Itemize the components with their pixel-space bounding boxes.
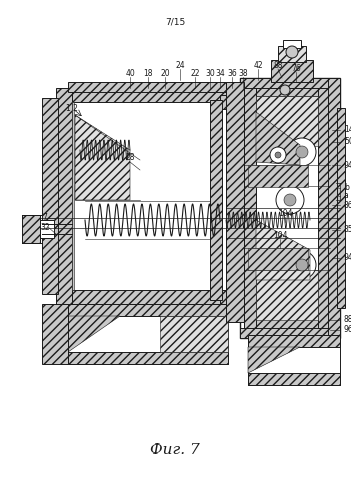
Text: 40: 40: [125, 68, 135, 77]
Bar: [68, 82, 226, 92]
Bar: [337, 108, 345, 308]
Circle shape: [296, 146, 308, 158]
Bar: [240, 78, 340, 338]
Bar: [42, 304, 68, 364]
Text: 32: 32: [40, 223, 50, 232]
Bar: [328, 78, 340, 338]
Text: 14: 14: [344, 126, 351, 135]
Circle shape: [296, 259, 308, 271]
Bar: [278, 46, 306, 62]
Text: 7/15: 7/15: [165, 17, 185, 26]
Bar: [244, 82, 332, 332]
Text: a: a: [344, 192, 349, 201]
Bar: [244, 82, 332, 96]
Circle shape: [280, 85, 290, 95]
Polygon shape: [75, 115, 130, 200]
Bar: [220, 95, 228, 109]
Text: 28: 28: [125, 154, 135, 163]
Bar: [68, 304, 228, 364]
Text: 42: 42: [253, 60, 263, 69]
Text: 34: 34: [215, 68, 225, 77]
Text: 86: 86: [344, 201, 351, 210]
Text: Фиг. 7: Фиг. 7: [150, 443, 200, 457]
Text: 50: 50: [344, 138, 351, 147]
Bar: [40, 220, 54, 238]
Text: 104: 104: [278, 209, 292, 218]
Bar: [248, 335, 340, 347]
Text: 96: 96: [344, 325, 351, 334]
Bar: [256, 270, 318, 320]
Polygon shape: [256, 112, 300, 165]
Bar: [248, 165, 308, 187]
Text: 22: 22: [190, 68, 200, 77]
Bar: [68, 290, 228, 304]
Bar: [210, 100, 222, 300]
Bar: [248, 335, 340, 385]
Bar: [244, 82, 256, 332]
Polygon shape: [160, 316, 228, 352]
Circle shape: [284, 194, 296, 206]
Bar: [256, 96, 318, 146]
Bar: [244, 318, 332, 332]
Text: 88: 88: [273, 60, 283, 69]
Bar: [318, 82, 332, 332]
Bar: [283, 40, 301, 48]
Polygon shape: [68, 316, 120, 352]
Text: 30: 30: [205, 68, 215, 77]
Circle shape: [288, 138, 316, 166]
Bar: [248, 373, 340, 385]
Bar: [68, 352, 228, 364]
Bar: [68, 88, 228, 102]
Text: 85: 85: [344, 226, 351, 235]
Circle shape: [270, 147, 286, 163]
Text: 76: 76: [291, 63, 301, 72]
Polygon shape: [256, 220, 310, 280]
Bar: [68, 304, 228, 316]
Text: 36: 36: [227, 68, 237, 77]
Circle shape: [275, 152, 281, 158]
Text: 1 2: 1 2: [66, 103, 78, 112]
Text: 94: 94: [344, 161, 351, 170]
Bar: [248, 248, 308, 270]
Text: 104: 104: [273, 231, 287, 240]
Circle shape: [276, 186, 304, 214]
Bar: [271, 60, 313, 82]
Text: 24: 24: [175, 60, 185, 69]
Bar: [72, 102, 74, 290]
Bar: [240, 328, 340, 338]
Bar: [56, 88, 72, 304]
Bar: [220, 290, 228, 304]
Text: 18: 18: [143, 68, 153, 77]
Text: 38: 38: [238, 68, 248, 77]
Circle shape: [288, 251, 316, 279]
Bar: [22, 215, 40, 243]
Polygon shape: [248, 347, 300, 373]
Text: 88: 88: [344, 315, 351, 324]
Text: 7: 7: [42, 214, 47, 223]
Text: 94: 94: [344, 253, 351, 262]
Bar: [226, 82, 244, 322]
Circle shape: [286, 46, 298, 58]
Text: 20: 20: [160, 68, 170, 77]
Bar: [240, 78, 340, 88]
Bar: [42, 98, 58, 294]
Text: b: b: [344, 184, 349, 193]
